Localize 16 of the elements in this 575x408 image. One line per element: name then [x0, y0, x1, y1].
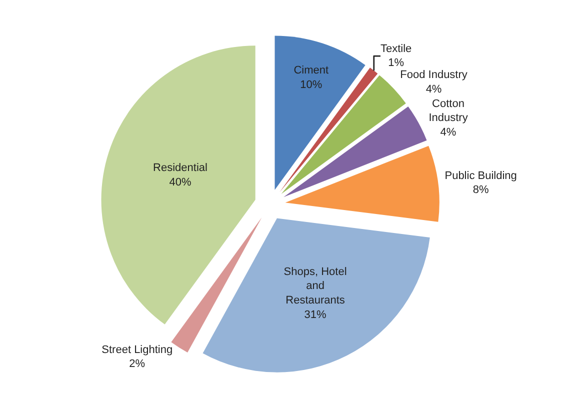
slice-label: Public Building	[444, 170, 517, 182]
data-label: 8%	[472, 184, 489, 196]
slice-label: Street Lighting	[102, 344, 173, 356]
slice-label: Shops, Hotel and Restaurants	[284, 266, 347, 307]
data-label: 2%	[129, 358, 146, 370]
data-label: 40%	[169, 176, 192, 188]
slice-label: Food Industry	[400, 69, 468, 82]
slice-label: Residential	[153, 162, 208, 174]
slice-label: Textile	[380, 42, 412, 55]
data-label: 10%	[300, 79, 322, 92]
slice-label: Cotton Industry	[428, 98, 468, 124]
data-label: 4%	[426, 83, 442, 96]
slice-label: Ciment	[294, 64, 329, 77]
data-label: 1%	[388, 57, 404, 70]
data-label: 31%	[304, 308, 327, 321]
data-label: 4%	[440, 126, 456, 138]
